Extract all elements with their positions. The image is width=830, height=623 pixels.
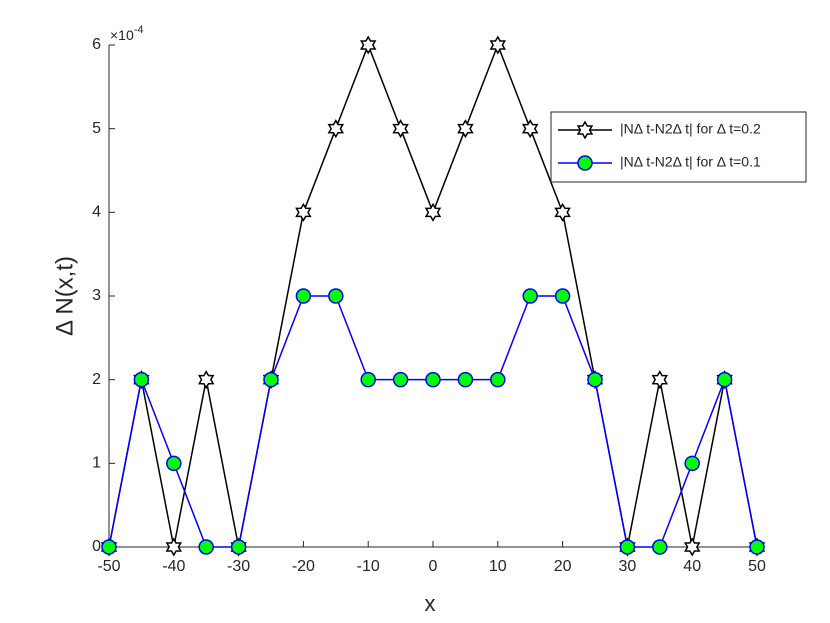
- y-tick-label: 5: [92, 120, 101, 137]
- data-point: [295, 288, 312, 304]
- data-point: [554, 202, 571, 222]
- y-multiplier-base: ×10: [110, 27, 134, 43]
- x-axis-label: x: [425, 591, 436, 616]
- data-point: [133, 371, 150, 388]
- y-tick-label: 4: [92, 204, 101, 221]
- legend-marker: [577, 155, 593, 171]
- legend-marker: [576, 120, 594, 140]
- x-tick-label: 10: [489, 558, 507, 575]
- data-point: [652, 539, 668, 555]
- series-line: [108, 295, 758, 548]
- data-point: [360, 371, 376, 388]
- x-tick-label: 0: [429, 558, 438, 575]
- data-point: [749, 539, 765, 555]
- x-tick-label: 40: [683, 558, 701, 575]
- y-multiplier-exponent: -4: [134, 24, 144, 36]
- x-tick-label: -10: [357, 558, 380, 575]
- y-tick-label: 3: [92, 287, 101, 304]
- data-point: [197, 370, 215, 390]
- data-point: [716, 371, 733, 388]
- data-point: [165, 537, 183, 557]
- x-tick-label: -30: [227, 558, 250, 575]
- x-tick-label: -40: [162, 558, 185, 575]
- data-point: [263, 371, 279, 388]
- data-point: [359, 35, 377, 55]
- data-point: [328, 288, 344, 304]
- data-point: [683, 537, 701, 557]
- x-tick-label: 30: [619, 558, 637, 575]
- data-point: [489, 35, 507, 55]
- data-point: [521, 119, 539, 139]
- data-point: [587, 371, 603, 388]
- data-point: [327, 119, 345, 139]
- data-point: [198, 539, 214, 555]
- data-point: [392, 119, 409, 139]
- data-point: [619, 539, 636, 555]
- data-point: [424, 202, 442, 222]
- legend-label: |NΔ t-N2Δ t| for Δ t=0.2: [620, 121, 761, 137]
- data-point: [230, 539, 247, 555]
- y-tick-label: 1: [92, 455, 101, 472]
- data-point: [101, 539, 117, 555]
- data-point: [166, 455, 182, 472]
- y-tick-label: 0: [92, 538, 101, 555]
- data-point: [425, 371, 441, 388]
- data-point: [295, 202, 312, 222]
- y-tick-label: 6: [92, 36, 101, 53]
- data-point: [684, 455, 700, 472]
- x-tick-label: -20: [292, 558, 315, 575]
- x-tick-label: 50: [748, 558, 766, 575]
- x-tick-label: -50: [97, 558, 120, 575]
- legend-box: [550, 111, 807, 183]
- y-multiplier: ×10-4: [110, 24, 144, 43]
- data-point: [457, 371, 474, 388]
- data-point: [457, 119, 474, 139]
- data-point: [522, 288, 538, 304]
- x-tick-label: 20: [554, 558, 572, 575]
- data-point: [554, 288, 571, 304]
- data-point: [392, 371, 409, 388]
- y-tick-label: 2: [92, 371, 101, 388]
- y-axis-label: Δ N(x,t): [51, 256, 78, 336]
- data-point: [651, 370, 669, 390]
- data-point: [490, 371, 506, 388]
- legend-label: |NΔ t-N2Δ t| for Δ t=0.1: [620, 154, 761, 170]
